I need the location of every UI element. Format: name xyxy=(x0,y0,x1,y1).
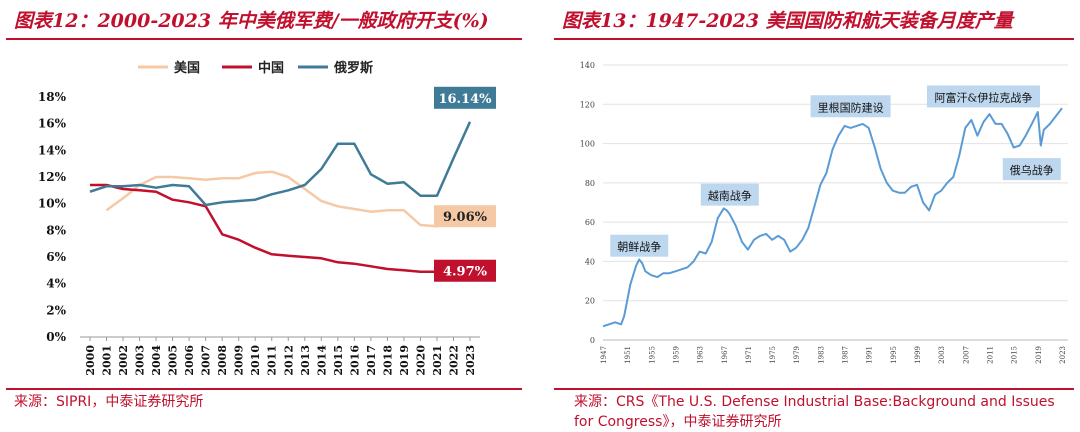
left-x-tick-label: 2010 xyxy=(249,345,262,376)
left-y-tick-label: 4% xyxy=(46,277,66,291)
right-y-tick-label: 100 xyxy=(580,140,595,149)
left-y-tick-label: 2% xyxy=(46,303,66,317)
left-x-tick-label: 2004 xyxy=(150,345,163,376)
right-x-tick-label: 1975 xyxy=(769,346,777,364)
annotation-box-3 xyxy=(926,85,1040,108)
left-x-tick-label: 2009 xyxy=(233,345,246,376)
right-x-tick-label: 1995 xyxy=(890,346,898,364)
production-line xyxy=(602,107,1063,328)
right-x-tick-label: 1983 xyxy=(817,346,825,364)
end-label-box-1 xyxy=(434,205,496,228)
legend-label-1: 中国 xyxy=(258,60,284,76)
right-x-tick-label: 1991 xyxy=(866,346,874,364)
left-chart-panel: 图表12：2000-2023 年中美俄军费/一般政府开支(%) 美国 中国 俄罗斯 0… xyxy=(0,0,528,431)
right-x-tick-label: 2007 xyxy=(962,346,970,364)
right-x-tick-label: 1963 xyxy=(697,346,705,364)
right-y-tick-label: 20 xyxy=(585,297,595,306)
left-y-tick-label: 6% xyxy=(46,250,66,264)
left-chart-title: 图表12：2000-2023 年中美俄军费/一般政府开支(%) xyxy=(14,10,489,32)
right-x-tick-label: 1947 xyxy=(600,346,608,364)
right-y-tick-label: 60 xyxy=(585,218,595,227)
left-x-tick-label: 2008 xyxy=(216,345,229,376)
left-x-tick-label: 2001 xyxy=(101,345,114,376)
right-x-tick-label: 2011 xyxy=(986,346,994,364)
annotation-box-4 xyxy=(1002,158,1061,181)
left-x-tick-label: 2019 xyxy=(398,345,411,376)
left-x-tick-label: 2020 xyxy=(414,345,427,376)
left-y-tick-label: 18% xyxy=(38,90,67,104)
right-chart-source: 来源：CRS《The U.S. Defense Industrial Base:… xyxy=(574,392,1055,432)
left-y-tick-label: 16% xyxy=(38,117,67,131)
left-x-tick-label: 2003 xyxy=(134,345,147,376)
right-x-tick-label: 1959 xyxy=(672,346,680,364)
right-source-rule xyxy=(554,388,1074,390)
series-line-2 xyxy=(89,121,472,207)
right-y-tick-label: 140 xyxy=(580,61,595,70)
left-x-tick-label: 2011 xyxy=(266,345,279,376)
left-y-tick-label: 0% xyxy=(46,330,66,344)
legend-label-2: 俄罗斯 xyxy=(333,60,373,76)
left-x-tick-label: 2014 xyxy=(315,345,328,376)
left-x-tick-label: 2018 xyxy=(381,345,394,376)
left-title-rule xyxy=(6,38,522,40)
end-label-box-2 xyxy=(434,259,496,282)
left-x-tick-label: 2013 xyxy=(299,345,312,376)
series-line-1 xyxy=(90,183,471,273)
series-line-0 xyxy=(105,170,471,228)
left-x-tick-label: 2017 xyxy=(365,345,378,376)
legend-label-0: 美国 xyxy=(174,60,200,76)
annotation-box-1 xyxy=(700,183,759,206)
left-line-chart: 美国 中国 俄罗斯 0% 2% 4% 6% 8% 10% 12% 14% 16% 18% 2000 2001… xyxy=(38,60,496,376)
left-x-tick-label: 2023 xyxy=(464,345,477,376)
right-x-tick-label: 2003 xyxy=(938,346,946,364)
left-x-tick-label: 2002 xyxy=(117,345,130,376)
end-label-text-2: 4.97% xyxy=(443,265,488,280)
right-x-tick-label: 1967 xyxy=(721,346,729,364)
annotation-text-2: 里根国防建设 xyxy=(818,100,884,114)
left-x-tick-label: 2021 xyxy=(431,345,444,376)
left-y-tick-label: 8% xyxy=(46,223,66,237)
left-x-tick-label: 2000 xyxy=(84,345,97,376)
right-y-tick-label: 80 xyxy=(585,179,595,188)
right-y-tick-label: 40 xyxy=(585,257,595,266)
left-x-tick-label: 2016 xyxy=(348,345,361,376)
right-x-tick-label: 2019 xyxy=(1035,346,1043,364)
end-label-text-0: 16.14% xyxy=(438,92,492,107)
right-x-tick-label: 1999 xyxy=(914,346,922,364)
left-x-tick-label: 2007 xyxy=(200,345,213,376)
right-line-chart: 0 20 40 60 80 100 120 140 1947 1951 1955 1959 1963 19… xyxy=(580,61,1068,364)
left-chart-source: 来源：SIPRI，中泰证券研究所 xyxy=(14,394,204,410)
left-source-rule xyxy=(6,388,522,390)
right-title-rule xyxy=(554,38,1074,40)
right-chart-panel: 图表13：1947-2023 美国国防和航天装备月度产量 0 20 40 60 80 10… xyxy=(548,0,1080,431)
left-x-tick-label: 2006 xyxy=(183,345,196,376)
annotation-text-1: 越南战争 xyxy=(708,189,752,203)
end-label-box-0 xyxy=(434,86,496,109)
right-y-tick-label: 120 xyxy=(580,100,595,109)
annotation-text-3: 阿富汗&伊拉克战争 xyxy=(935,90,1033,104)
right-x-tick-label: 2015 xyxy=(1011,346,1019,364)
annotation-box-2 xyxy=(810,95,891,118)
right-x-tick-label: 2023 xyxy=(1059,346,1067,364)
annotation-box-0 xyxy=(610,234,669,257)
right-y-tick-label: 0 xyxy=(590,336,595,345)
right-x-tick-label: 1987 xyxy=(842,346,850,364)
end-label-text-1: 9.06% xyxy=(443,210,488,225)
left-y-tick-label: 14% xyxy=(38,143,67,157)
left-x-tick-label: 2015 xyxy=(332,345,345,376)
right-source-line-2: for Congress》，中泰证券研究所 xyxy=(574,414,782,430)
left-y-tick-label: 10% xyxy=(38,197,67,211)
right-x-tick-label: 1979 xyxy=(793,346,801,364)
annotation-text-0: 朝鲜战争 xyxy=(617,240,661,254)
annotation-text-4: 俄乌战争 xyxy=(1010,163,1054,177)
right-x-tick-label: 1971 xyxy=(745,346,753,364)
right-x-tick-label: 1955 xyxy=(648,346,656,364)
right-x-tick-label: 1951 xyxy=(624,346,632,364)
left-y-tick-label: 12% xyxy=(38,170,67,184)
right-chart-title: 图表13：1947-2023 美国国防和航天装备月度产量 xyxy=(562,10,1013,32)
left-x-tick-label: 2005 xyxy=(167,345,180,376)
left-x-tick-label: 2022 xyxy=(447,345,460,376)
right-source-line-1: 来源：CRS《The U.S. Defense Industrial Base:… xyxy=(574,394,1055,410)
left-x-tick-label: 2012 xyxy=(282,345,295,376)
